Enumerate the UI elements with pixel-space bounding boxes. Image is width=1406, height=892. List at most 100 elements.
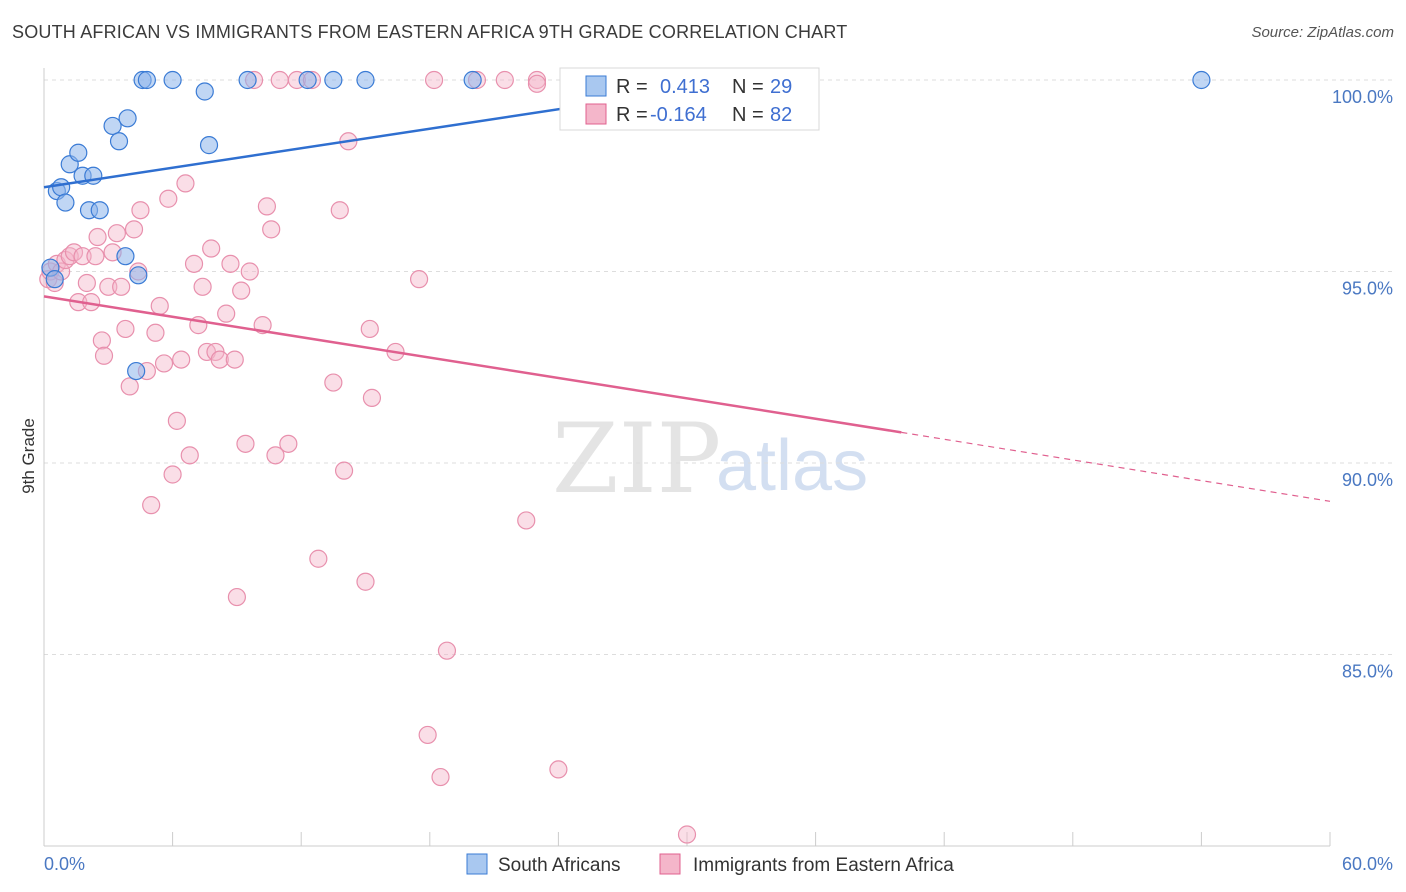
point-immigrants-eastern-africa — [202, 239, 221, 258]
legend-n-label-1: N = — [732, 76, 764, 98]
y-tick-label: 100.0% — [1332, 87, 1393, 107]
point-immigrants-eastern-africa — [677, 825, 697, 844]
point-immigrants-eastern-africa — [150, 296, 169, 316]
point-immigrants-eastern-africa — [549, 760, 568, 779]
point-immigrants-eastern-africa — [142, 496, 161, 515]
point-immigrants-eastern-africa — [217, 304, 236, 323]
point-immigrants-eastern-africa — [362, 388, 382, 407]
point-south-africans — [298, 70, 317, 90]
legend-swatch-immigrants — [585, 103, 607, 125]
source-label: Source: ZipAtlas.com — [1251, 24, 1394, 41]
point-immigrants-eastern-africa — [107, 224, 126, 243]
point-immigrants-eastern-africa — [431, 767, 450, 787]
point-immigrants-eastern-africa — [94, 346, 114, 365]
point-immigrants-eastern-africa — [64, 243, 84, 262]
point-immigrants-eastern-africa — [88, 227, 107, 247]
point-immigrants-eastern-africa — [180, 446, 199, 465]
point-immigrants-eastern-africa — [356, 572, 375, 591]
point-south-africans — [69, 143, 88, 162]
point-immigrants-eastern-africa — [154, 354, 174, 373]
point-immigrants-eastern-africa — [232, 281, 251, 300]
x-axis-ticks — [43, 832, 1331, 846]
point-south-africans — [127, 361, 146, 381]
point-immigrants-eastern-africa — [184, 254, 204, 273]
point-south-africans — [52, 178, 71, 197]
trendline-immigrants — [43, 295, 902, 434]
y-axis-title: 9th Grade — [19, 418, 38, 494]
point-immigrants-eastern-africa — [77, 273, 96, 293]
point-immigrants-eastern-africa — [334, 461, 354, 480]
bottom-legend-label-immigrants: Immigrants from Eastern Africa — [693, 855, 954, 876]
point-immigrants-eastern-africa — [517, 511, 536, 530]
x-tick-label-max: 60.0% — [1342, 854, 1393, 874]
legend-n-value-south-africans: 29 — [770, 76, 792, 98]
point-south-africans — [56, 193, 75, 212]
legend-r-label-2: R = — [616, 104, 648, 126]
point-immigrants-eastern-africa — [86, 247, 105, 266]
chart-title: SOUTH AFRICAN VS IMMIGRANTS FROM EASTERN… — [12, 22, 848, 42]
point-immigrants-eastern-africa — [257, 197, 277, 216]
point-immigrants-eastern-africa — [495, 70, 514, 90]
point-south-africans — [1192, 70, 1211, 90]
point-south-africans — [199, 136, 219, 155]
point-south-africans — [238, 70, 257, 90]
point-immigrants-eastern-africa — [227, 587, 246, 607]
point-immigrants-eastern-africa — [266, 446, 285, 465]
point-immigrants-eastern-africa — [225, 350, 244, 369]
point-immigrants-eastern-africa — [527, 74, 547, 93]
point-immigrants-eastern-africa — [193, 277, 212, 296]
x-tick-label-min: 0.0% — [44, 854, 85, 874]
point-immigrants-eastern-africa — [99, 277, 118, 296]
point-immigrants-eastern-africa — [73, 247, 92, 266]
point-immigrants-eastern-africa — [176, 174, 195, 193]
bottom-legend: South Africans Immigrants from Eastern A… — [466, 853, 954, 876]
point-immigrants-eastern-africa — [124, 220, 144, 239]
point-immigrants-eastern-africa — [159, 189, 178, 208]
point-immigrants-eastern-africa — [221, 254, 240, 273]
point-immigrants-eastern-africa — [236, 434, 255, 453]
point-immigrants-eastern-africa — [309, 549, 328, 568]
point-south-africans — [90, 201, 109, 220]
point-south-africans — [103, 116, 122, 136]
point-south-africans — [324, 70, 343, 90]
point-immigrants-eastern-africa — [437, 641, 457, 660]
point-immigrants-eastern-africa — [324, 373, 343, 392]
point-immigrants-eastern-africa — [418, 725, 437, 745]
stats-legend: R = 0.413 N = 29 R = -0.164 N = 82 — [559, 67, 820, 131]
point-immigrants-eastern-africa — [210, 350, 229, 369]
legend-r-label-1: R = — [616, 76, 648, 98]
point-immigrants-eastern-africa — [146, 323, 165, 342]
point-immigrants-eastern-africa — [527, 70, 547, 90]
point-south-africans — [118, 109, 137, 128]
point-immigrants-eastern-africa — [167, 411, 186, 430]
watermark-atlas: atlas — [716, 426, 868, 506]
point-immigrants-eastern-africa — [240, 262, 259, 281]
legend-r-value-immigrants: -0.164 — [650, 104, 707, 126]
point-south-africans — [463, 70, 482, 90]
bottom-legend-swatch-immigrants — [659, 853, 681, 875]
point-immigrants-eastern-africa — [116, 319, 135, 339]
y-tick-label: 90.0% — [1342, 470, 1393, 490]
point-immigrants-eastern-africa — [131, 201, 150, 220]
point-south-africans — [356, 70, 375, 90]
point-immigrants-eastern-africa — [163, 465, 182, 484]
point-immigrants-eastern-africa — [172, 350, 191, 369]
point-immigrants-eastern-africa — [424, 70, 444, 90]
bottom-legend-label-south-africans: South Africans — [498, 855, 621, 876]
watermark-zip: ZIP — [552, 403, 721, 515]
point-immigrants-eastern-africa — [112, 277, 131, 296]
point-south-africans — [109, 132, 129, 151]
gridlines — [44, 79, 1395, 655]
legend-swatch-south-africans — [585, 75, 607, 97]
y-tick-label: 85.0% — [1342, 662, 1393, 682]
point-south-africans — [163, 70, 182, 90]
point-south-africans — [116, 247, 135, 266]
y-tick-labels: 100.0% 95.0% 90.0% 85.0% — [1332, 87, 1393, 682]
series-south-africans — [41, 70, 1211, 381]
point-immigrants-eastern-africa — [270, 70, 289, 90]
point-south-africans — [195, 82, 214, 101]
point-immigrants-eastern-africa — [120, 377, 139, 396]
point-immigrants-eastern-africa — [360, 319, 379, 339]
point-immigrants-eastern-africa — [330, 201, 349, 220]
